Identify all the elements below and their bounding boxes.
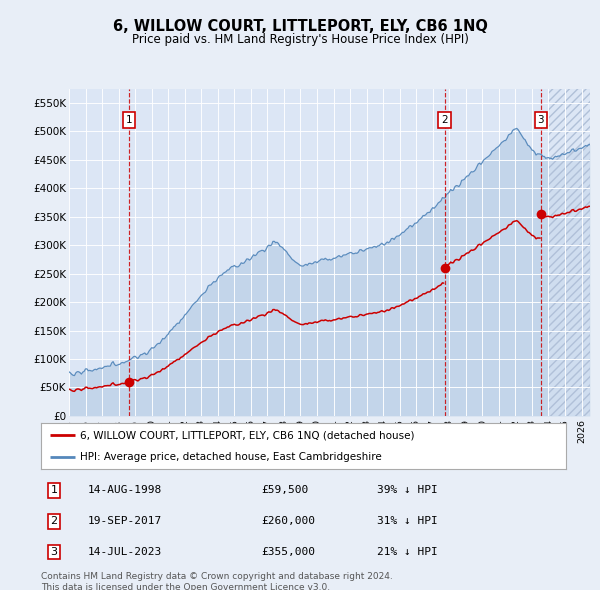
Text: 2: 2 — [442, 115, 448, 125]
Text: 6, WILLOW COURT, LITTLEPORT, ELY, CB6 1NQ: 6, WILLOW COURT, LITTLEPORT, ELY, CB6 1N… — [113, 19, 487, 34]
Text: £59,500: £59,500 — [262, 486, 309, 496]
Text: 3: 3 — [50, 547, 58, 557]
Text: 1: 1 — [125, 115, 132, 125]
Text: 39% ↓ HPI: 39% ↓ HPI — [377, 486, 438, 496]
Text: Price paid vs. HM Land Registry's House Price Index (HPI): Price paid vs. HM Land Registry's House … — [131, 33, 469, 46]
Text: 21% ↓ HPI: 21% ↓ HPI — [377, 547, 438, 557]
Text: 2: 2 — [50, 516, 58, 526]
Text: 14-AUG-1998: 14-AUG-1998 — [88, 486, 163, 496]
Text: 1: 1 — [50, 486, 58, 496]
Text: £260,000: £260,000 — [262, 516, 316, 526]
Text: 14-JUL-2023: 14-JUL-2023 — [88, 547, 163, 557]
Text: 3: 3 — [538, 115, 544, 125]
Text: 31% ↓ HPI: 31% ↓ HPI — [377, 516, 438, 526]
Text: 6, WILLOW COURT, LITTLEPORT, ELY, CB6 1NQ (detached house): 6, WILLOW COURT, LITTLEPORT, ELY, CB6 1N… — [80, 431, 415, 441]
Text: £355,000: £355,000 — [262, 547, 316, 557]
Text: Contains HM Land Registry data © Crown copyright and database right 2024.
This d: Contains HM Land Registry data © Crown c… — [41, 572, 392, 590]
Text: 19-SEP-2017: 19-SEP-2017 — [88, 516, 163, 526]
Text: HPI: Average price, detached house, East Cambridgeshire: HPI: Average price, detached house, East… — [80, 451, 382, 461]
